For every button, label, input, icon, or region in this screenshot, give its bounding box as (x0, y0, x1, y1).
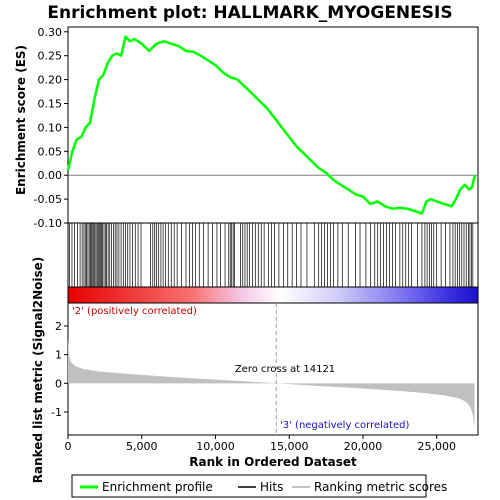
hits-panel-frame (67, 222, 479, 288)
legend-label-enrichment-profile: Enrichment profile (102, 480, 213, 494)
zero-cross-label: Zero cross at 14121 (235, 364, 335, 375)
metric-y-tick-label: 2 (55, 320, 62, 333)
es-y-tick-label: 0.20 (38, 74, 63, 87)
metric-y-axis: -1 0 1 2 (51, 320, 68, 419)
enrichment-profile-line (66, 35, 477, 215)
x-tick-label: 0 (65, 440, 72, 453)
metric-y-tick-label: 1 (55, 349, 62, 362)
es-y-tick-label: 0.30 (38, 26, 63, 39)
es-y-tick-label: 0.15 (38, 97, 63, 110)
x-tick-label: 20,000 (344, 440, 383, 453)
metric-y-tick-label: -1 (51, 406, 62, 419)
legend-box (71, 474, 427, 498)
x-tick-label: 15,000 (270, 440, 309, 453)
es-y-tick-label: 0.10 (38, 121, 63, 134)
es-y-tick-label: -0.05 (34, 193, 62, 206)
es-y-axis: -0.10 -0.05 0.00 0.05 0.10 0.15 0.20 0.25 0.30 (34, 26, 68, 230)
x-tick-label: 10,000 (196, 440, 235, 453)
metric-panel-frame (67, 302, 479, 436)
positive-correlation-label: '2' (positively correlated) (72, 306, 197, 317)
legend-label-hits: Hits (260, 480, 283, 494)
rank-color-strip (67, 286, 479, 304)
x-tick-label: 5,000 (126, 440, 158, 453)
metric-y-tick-label: 0 (55, 377, 62, 390)
es-y-tick-label: -0.10 (34, 217, 62, 230)
es-y-tick-label: 0.25 (38, 50, 63, 63)
es-y-tick-label: 0.00 (38, 169, 63, 182)
legend-label-ranking-metric: Ranking metric scores (314, 480, 447, 494)
hits-rug (68, 223, 474, 287)
x-tick-label: 25,000 (417, 440, 456, 453)
es-panel-frame (67, 26, 479, 224)
x-axis: 0 5,000 10,000 15,000 20,000 25,000 (65, 435, 456, 453)
es-y-axis-label: Enrichment score (ES) (14, 45, 28, 195)
negative-correlation-label: '3' (negatively correlated) (280, 420, 409, 431)
ranking-metric-area (68, 338, 475, 428)
es-y-tick-label: 0.05 (38, 145, 63, 158)
x-axis-label: Rank in Ordered Dataset (189, 455, 357, 469)
metric-y-axis-label: Ranked list metric (Signal2Noise) (31, 257, 45, 484)
enrichment-profile-polyline (66, 35, 477, 215)
chart-title: Enrichment plot: HALLMARK_MYOGENESIS (47, 3, 452, 23)
